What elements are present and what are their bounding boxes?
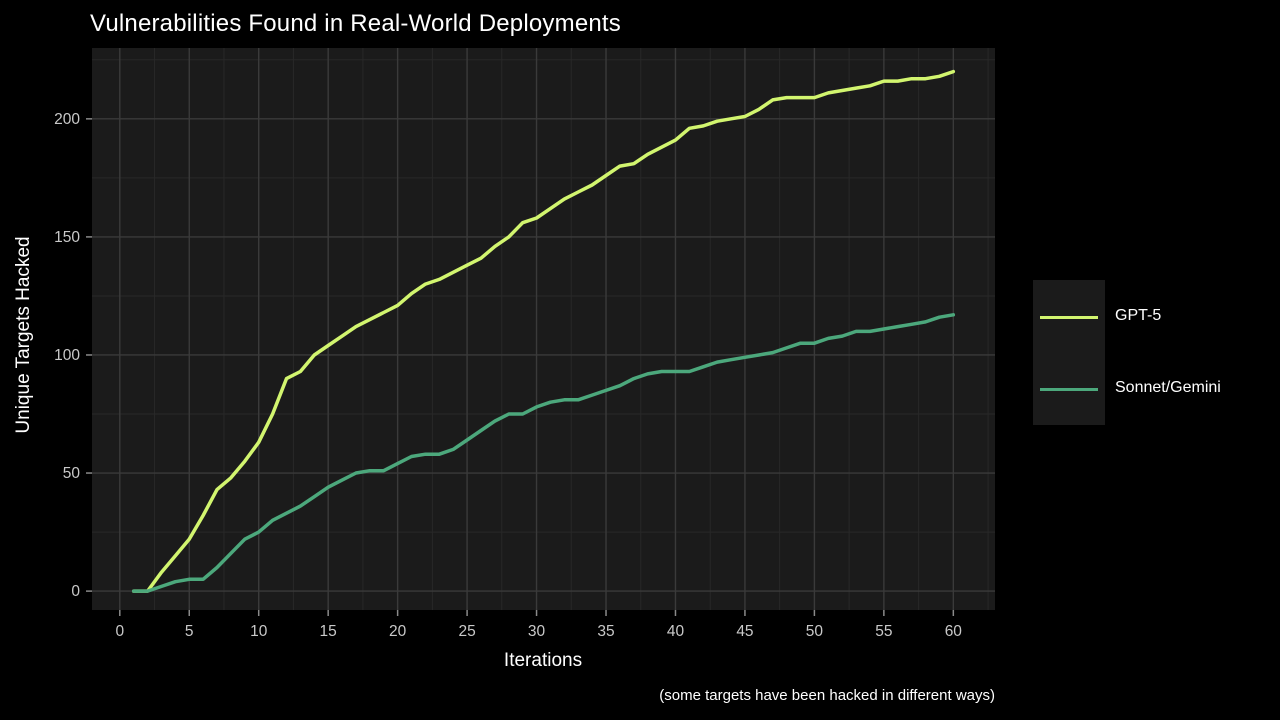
- x-tick-label: 10: [250, 623, 268, 640]
- legend-label-gpt-5: GPT-5: [1115, 307, 1162, 324]
- chart-caption: (some targets have been hacked in differ…: [659, 687, 995, 704]
- series-line-gpt-5: [131, 69, 956, 593]
- x-tick-label: 15: [320, 623, 337, 640]
- y-tick-label: 200: [54, 111, 80, 128]
- chart-title: Vulnerabilities Found in Real-World Depl…: [90, 10, 621, 37]
- x-axis-label: Iterations: [503, 650, 583, 671]
- legend-label-sonnet-gemini: Sonnet/Gemini: [1115, 379, 1221, 396]
- x-tick-label: 35: [597, 623, 614, 640]
- x-tick-label: 25: [458, 623, 475, 640]
- panel-background: [92, 48, 995, 610]
- legend: GPT-5 Sonnet/Gemini: [1033, 280, 1280, 425]
- series-line-sonnet-gemini: [131, 313, 956, 593]
- legend-swatch-sonnet-gemini: [1040, 388, 1098, 391]
- y-tick-label: 150: [54, 229, 80, 246]
- y-tick-label: 100: [54, 347, 80, 364]
- x-tick-label: 0: [115, 623, 124, 640]
- x-tick-label: 60: [945, 623, 963, 640]
- x-tick-label: 50: [806, 623, 824, 640]
- y-tick-label: 0: [71, 583, 80, 600]
- x-tick-label: 20: [389, 623, 407, 640]
- x-tick-label: 30: [528, 623, 546, 640]
- legend-swatch-gpt-5: [1040, 316, 1098, 319]
- legend-background: [1033, 280, 1105, 425]
- x-tick-label: 55: [875, 623, 892, 640]
- y-axis-label: Unique Targets Hacked: [13, 236, 34, 434]
- x-tick-label: 5: [185, 623, 194, 640]
- x-tick-label: 40: [667, 623, 685, 640]
- y-tick-label: 50: [63, 465, 81, 482]
- x-tick-label: 45: [736, 623, 753, 640]
